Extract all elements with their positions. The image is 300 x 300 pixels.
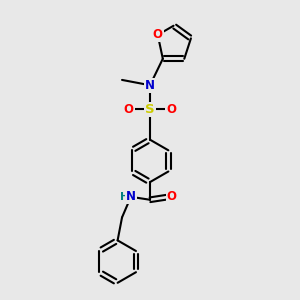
Text: S: S <box>145 103 155 116</box>
Text: O: O <box>167 190 176 203</box>
Text: O: O <box>166 103 176 116</box>
Text: O: O <box>124 103 134 116</box>
Text: O: O <box>153 28 163 41</box>
Text: H: H <box>120 192 129 202</box>
Text: N: N <box>145 79 155 92</box>
Text: N: N <box>126 190 136 203</box>
